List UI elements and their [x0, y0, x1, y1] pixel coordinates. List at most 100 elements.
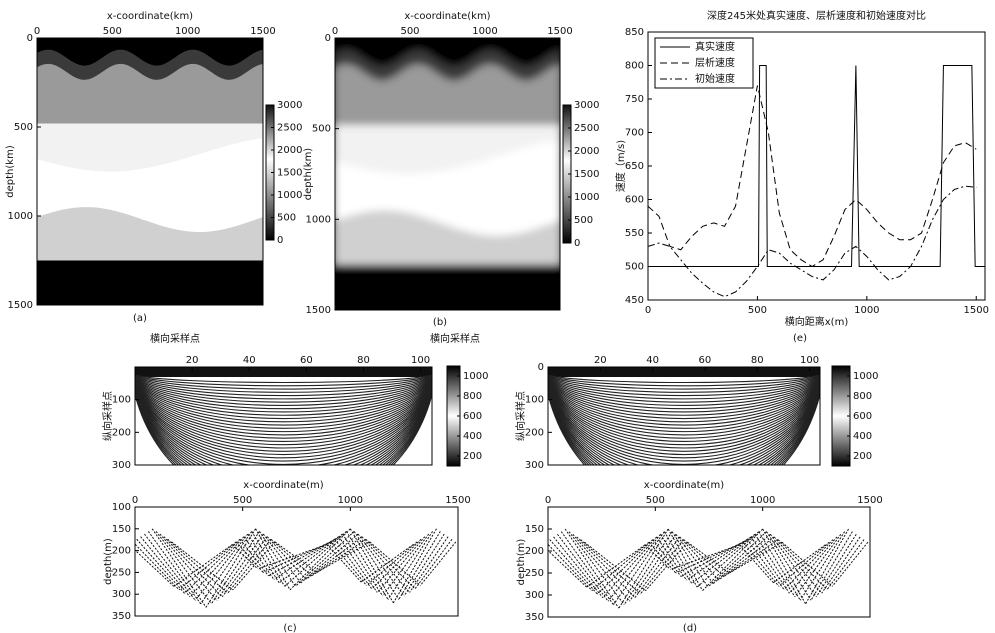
- ray: [357, 533, 405, 597]
- layer: [335, 64, 560, 126]
- y-tick-label: 250: [112, 567, 131, 578]
- contour-line: [135, 388, 432, 465]
- x-tick-label: 60: [300, 355, 313, 366]
- ray: [273, 536, 339, 580]
- contour-line: [135, 374, 432, 384]
- ray: [259, 531, 296, 587]
- colorbar-tick-label: 2500: [574, 123, 599, 134]
- contour-line: [548, 380, 820, 420]
- plot-area: [135, 528, 457, 608]
- contour-line: [548, 375, 820, 390]
- contour-line: [548, 392, 820, 465]
- contour-line: [135, 387, 432, 465]
- contour-line: [548, 383, 820, 442]
- ray: [346, 531, 389, 600]
- x-tick-label: 1500: [964, 305, 989, 316]
- ray: [349, 528, 394, 604]
- x-tick-label: 1000: [854, 305, 879, 316]
- x-axis-label: x-coordinate(km): [404, 11, 490, 22]
- contour-line: [135, 383, 432, 442]
- colorbar-tick-label: 2500: [277, 123, 302, 134]
- plot-area: [648, 65, 985, 298]
- ray: [419, 541, 457, 586]
- ray: [754, 534, 796, 598]
- y-tick-label: 200: [525, 546, 544, 557]
- ray: [826, 539, 865, 591]
- ray: [580, 539, 641, 595]
- x-tick-label: 0: [34, 26, 40, 37]
- ray: [255, 528, 291, 591]
- y-tick-label: 700: [625, 128, 644, 139]
- ray: [773, 536, 823, 594]
- contour-line: [548, 393, 820, 465]
- y-tick-label: 0: [325, 33, 331, 44]
- contour-line: [548, 378, 820, 410]
- plot-area: [37, 38, 263, 305]
- y-tick-label: 150: [525, 524, 544, 535]
- ray: [810, 531, 853, 601]
- ray: [686, 536, 752, 581]
- contour-line: [548, 384, 820, 446]
- y-tick-label: 250: [525, 568, 544, 579]
- y-tick-label: 550: [625, 228, 644, 239]
- ray: [371, 538, 422, 590]
- caption: (c): [283, 623, 296, 633]
- ray: [300, 533, 359, 584]
- contour-line: [135, 377, 432, 403]
- ray: [799, 531, 846, 601]
- contour-line: [135, 374, 432, 387]
- ray: [268, 538, 336, 577]
- y-axis-label: 速度（m/s): [614, 140, 627, 192]
- plot-area: [135, 367, 432, 465]
- chart-title: 横向采样点: [430, 332, 480, 345]
- ray: [769, 533, 817, 598]
- colorbar-tick-label: 200: [463, 451, 482, 462]
- contour-line: [135, 383, 432, 439]
- x-tick-label: 500: [748, 305, 767, 316]
- y-tick-label: 350: [525, 612, 544, 623]
- y-tick-label: 650: [625, 161, 644, 172]
- plot-area: [335, 38, 560, 310]
- ray: [211, 531, 260, 605]
- y-tick-label: 1500: [8, 300, 33, 311]
- contour-line: [135, 379, 432, 416]
- contour-line: [548, 374, 820, 387]
- colorbar-tick-label: 400: [463, 431, 482, 442]
- ray: [284, 531, 347, 587]
- ray: [227, 538, 272, 594]
- chart-title: 深度245米处真实速度、层析速度和初始速度对比: [707, 9, 926, 22]
- contour-line: [135, 386, 432, 459]
- x-axis-label: 横向距离x(m): [785, 315, 849, 328]
- x-tick-label: 1500: [857, 495, 882, 506]
- ray: [597, 539, 654, 595]
- ray: [742, 541, 780, 587]
- ray: [639, 539, 685, 595]
- x-tick-label: 100: [800, 355, 819, 366]
- ray: [777, 539, 828, 591]
- ray: [572, 533, 630, 602]
- series-line: [648, 85, 977, 268]
- contour-line: [135, 385, 432, 452]
- caption: (e): [793, 333, 807, 344]
- chart-title: 横向采样点: [150, 332, 200, 345]
- ray: [398, 531, 441, 600]
- ray: [696, 531, 760, 588]
- ray: [675, 541, 744, 574]
- y-tick-label: 300: [525, 590, 544, 601]
- y-tick-label: 500: [625, 262, 644, 273]
- ray: [392, 528, 437, 604]
- ray: [683, 539, 725, 577]
- contour-line: [135, 385, 432, 455]
- y-tick-label: 100: [112, 395, 131, 406]
- contour-line: [548, 388, 820, 465]
- contour-line: [548, 378, 820, 406]
- ray: [216, 533, 264, 601]
- contour-line: [135, 378, 432, 406]
- x-tick-label: 100: [411, 355, 430, 366]
- contour-line: [548, 387, 820, 465]
- ray: [361, 536, 410, 593]
- contour-line: [548, 380, 820, 423]
- ray: [832, 541, 869, 587]
- ray: [173, 544, 233, 587]
